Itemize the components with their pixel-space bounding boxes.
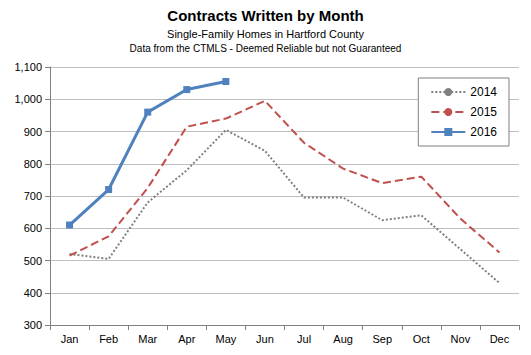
svg-text:600: 600 <box>24 222 42 234</box>
svg-text:1,100: 1,100 <box>14 61 42 73</box>
svg-text:2014: 2014 <box>470 85 497 99</box>
svg-text:900: 900 <box>24 126 42 138</box>
svg-text:Aug: Aug <box>333 333 353 345</box>
svg-text:400: 400 <box>24 287 42 299</box>
svg-text:2016: 2016 <box>470 125 497 139</box>
svg-text:Mar: Mar <box>138 333 157 345</box>
svg-text:Nov: Nov <box>451 333 471 345</box>
svg-text:800: 800 <box>24 158 42 170</box>
svg-text:2015: 2015 <box>470 105 497 119</box>
svg-text:Contracts Written by Month: Contracts Written by Month <box>167 7 363 24</box>
svg-text:Oct: Oct <box>413 333 430 345</box>
svg-text:1,000: 1,000 <box>14 93 42 105</box>
svg-text:Apr: Apr <box>178 333 195 345</box>
svg-text:May: May <box>215 333 236 345</box>
svg-text:300: 300 <box>24 319 42 331</box>
svg-text:Feb: Feb <box>99 333 118 345</box>
svg-text:Single-Family Homes in Hartfor: Single-Family Homes in Hartford County <box>167 28 364 40</box>
svg-text:Jun: Jun <box>256 333 274 345</box>
svg-text:Data from the CTMLS - Deemed R: Data from the CTMLS - Deemed Reliable bu… <box>130 43 402 54</box>
svg-text:500: 500 <box>24 255 42 267</box>
svg-text:Jan: Jan <box>61 333 79 345</box>
svg-text:Jul: Jul <box>297 333 311 345</box>
svg-text:Sep: Sep <box>372 333 392 345</box>
svg-text:700: 700 <box>24 190 42 202</box>
svg-text:Dec: Dec <box>490 333 510 345</box>
